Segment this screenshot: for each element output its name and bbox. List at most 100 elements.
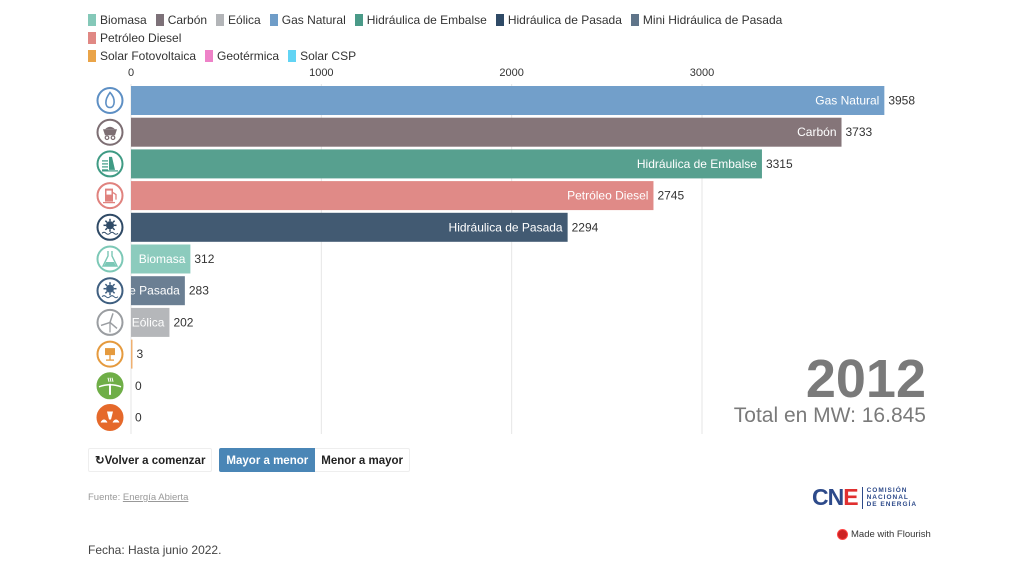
legend-swatch [88,14,96,26]
bar[interactable] [131,307,170,337]
bar-row: Petróleo Diesel 2745 [131,181,684,211]
x-tick-label: 3000 [690,67,714,79]
fuel-pump-icon [96,182,124,210]
bar-label: Gas Natural [815,94,879,108]
bar-label: Biomasa [139,252,186,266]
bar[interactable] [131,244,191,274]
legend-label: Gas Natural [281,13,346,27]
cne-logo-mark: CNE [812,484,859,510]
value-label: 283 [189,284,209,298]
bar-label: Petróleo Diesel [567,189,648,203]
legend-swatch [288,50,297,62]
legend-label: Solar Fotovoltaica [100,49,197,63]
legend-label: Carbón [167,13,208,27]
bar[interactable] [131,276,185,306]
solar-csp-icon [96,372,124,400]
legend-swatch [495,14,504,26]
value-label: 312 [194,252,214,266]
legend-item[interactable]: Mini Hidráulica de Pasada [630,12,783,28]
legend-item[interactable]: Carbón [155,12,208,28]
sort-controls: ↻Volver a comenzar Mayor a menor Menor a… [88,448,411,472]
legend: Biomasa Carbón Eólica Gas Natural Hidráulica… [88,12,888,66]
mini-hydro-icon [96,277,124,305]
legend-swatch [354,14,363,26]
legend-label: Petróleo Diesel [100,31,182,45]
legend-label: Hidráulica de Embalse [366,13,487,27]
bar-row: Carbón 3733 [131,117,873,147]
legend-label: Mini Hidráulica de Pasada [642,13,783,27]
made-with-flourish-link[interactable]: Made with Flourish [838,529,931,540]
year-label: 2012 [805,349,926,409]
restart-button[interactable]: ↻Volver a comenzar [88,448,213,472]
legend-label: Geotérmica [217,49,280,63]
gas-flame-icon [96,87,124,114]
wind-turbine-icon [96,308,124,336]
bar-label: Hidráulica de Embalse [637,157,757,171]
bar[interactable] [131,212,568,242]
bar-row: Gas Natural 3958 [131,86,915,115]
bar-row: Hidráulica de Embalse 3315 [131,149,793,179]
restart-icon: ↻ [95,455,105,467]
cne-logo: CNE COMISIÓN NACIONAL DE ENERGÍA [812,484,917,511]
bar-row: Biomasa 312 [131,244,215,274]
value-label: 3315 [766,157,793,171]
bar-row: Eólica 202 [131,307,194,337]
cne-logo-text: COMISIÓN NACIONAL DE ENERGÍA [866,487,918,508]
date-note: Fecha: Hasta junio 2022. [88,543,222,557]
flourish-icon [838,530,847,539]
legend-swatch [155,14,164,26]
value-label: 202 [173,315,193,329]
source-note: Fuente: Energía Abierta [88,492,188,503]
legend-item[interactable]: Geotérmica [205,48,279,64]
bar[interactable] [131,86,885,115]
sort-ascending-button[interactable]: Menor a mayor [315,448,411,472]
x-tick-label: 2000 [499,67,523,79]
source-prefix: Fuente: [88,492,123,503]
bar-label: de Pasada [122,284,180,298]
bar[interactable] [131,181,654,211]
bar-label: Carbón [797,125,836,139]
legend-label: Hidráulica de Pasada [507,13,622,27]
sort-descending-button[interactable]: Mayor a menor [219,448,316,472]
legend-item[interactable]: Solar CSP [288,48,356,64]
bar-row: de Pasada 283 [122,276,209,306]
biomass-flask-icon [96,245,124,273]
geothermal-icon [96,404,124,431]
x-tick-label: 0 [128,67,134,79]
bar-label: Eólica [132,315,165,329]
value-label: 2294 [572,220,599,234]
bar-row: Hidráulica de Pasada 2294 [131,212,599,242]
value-label: 3733 [846,125,873,139]
legend-swatch [88,32,96,44]
legend-item[interactable]: Hidráulica de Embalse [354,12,487,28]
value-label: 3 [137,347,144,361]
legend-swatch [269,14,278,26]
bar[interactable] [131,117,842,147]
coal-cart-icon [96,118,124,146]
legend-item[interactable]: Petróleo Diesel [88,30,181,46]
restart-label: Volver a comenzar [104,455,206,467]
legend-label: Eólica [228,13,261,27]
bar-row: 0 [135,411,142,425]
value-label: 2745 [657,189,684,203]
legend-swatch [216,14,225,26]
legend-item[interactable]: Eólica [216,12,261,28]
legend-item[interactable]: Biomasa [88,12,147,28]
legend-item[interactable]: Solar Fotovoltaica [88,48,196,64]
legend-swatch [205,50,214,62]
bar[interactable] [131,339,133,369]
bar-label: Hidráulica de Pasada [449,220,563,234]
value-label: 3958 [888,94,915,108]
solar-panel-icon [96,340,124,368]
bar[interactable] [131,149,762,179]
legend-swatch [630,14,639,26]
value-label: 0 [135,379,142,393]
legend-item[interactable]: Hidráulica de Pasada [495,12,622,28]
total-label: Total en MW: 16.845 [733,404,926,427]
source-link[interactable]: Energía Abierta [122,492,189,503]
legend-item[interactable]: Gas Natural [269,12,346,28]
dam-icon [96,150,124,178]
legend-label: Biomasa [100,13,147,27]
x-tick-label: 1000 [309,67,333,79]
legend-swatch [88,50,96,62]
